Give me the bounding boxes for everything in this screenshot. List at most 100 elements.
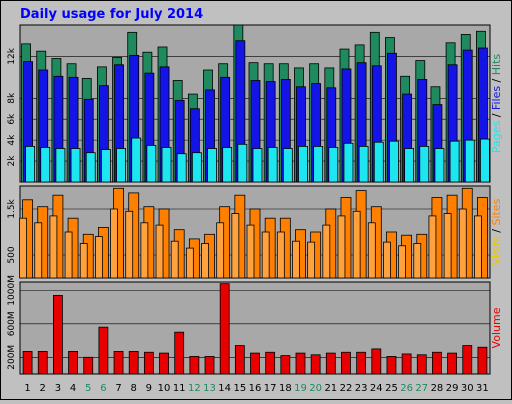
volume-bar [22,351,33,375]
sites-bar [49,215,58,279]
pages-bar [25,146,35,183]
panel-hits: 2k 4k 6k 8k 12k Pages / Files / Hits [7,24,503,183]
sites-bar [94,236,103,279]
volume-bar [295,352,306,375]
pages-bar [85,152,96,183]
volume-bar [68,351,78,375]
x-tick-label: 26 [400,383,413,394]
volume-bar [447,352,457,375]
sites-bar [170,240,179,279]
volume-bar [250,352,260,375]
x-tick-label: 15 [233,383,246,394]
pages-bar [237,143,248,183]
volume-bar [53,294,63,375]
pages-bar [373,141,384,183]
pages-bar [131,137,142,183]
x-tick-label: 24 [370,383,383,394]
volume-bar [128,351,139,375]
sites-bar [413,243,422,279]
y-tick-label: 600M [7,311,17,336]
x-tick-label: 19 [294,383,307,394]
x-tick-label: 13 [203,383,216,394]
pages-bar [176,153,187,183]
sites-bar [79,243,88,279]
pages-bar [252,148,263,183]
x-tick-label: 3 [55,383,61,394]
sites-bar [292,240,300,279]
pages-bar [222,147,233,183]
volume-bar [462,345,473,375]
sites-bar [428,215,437,279]
pages-bar [116,148,126,183]
pages-bar [419,146,430,183]
sites-bar [34,222,43,279]
x-tick-label: 16 [249,383,262,394]
axis-label-visits: Visits / Sites [490,198,503,265]
volume-bar [83,356,94,375]
sites-bar [383,241,391,279]
volume-bar [416,354,427,375]
y-tick-label: 1.5k [7,198,17,218]
pages-bar [343,142,354,183]
x-tick-label: 23 [355,383,368,394]
sites-bar [64,231,73,279]
axis-label-part: / [490,110,503,121]
x-tick-label: 11 [173,383,186,394]
volume-bar [341,351,351,375]
y-tick-label: 6k [7,113,17,125]
volume-bar [98,326,109,375]
volume-bar [159,352,169,375]
volume-bar [189,356,200,375]
sites-bar [185,247,194,279]
x-tick-label: 14 [218,383,231,394]
pages-bar [191,152,202,183]
x-tick-label: 10 [158,383,171,394]
x-tick-label: 8 [131,383,137,394]
panel-volume: 200M 600M 1000M Volume [7,275,503,375]
volume-bar [37,351,48,375]
x-tick-label: 21 [324,383,337,394]
sites-bar [125,210,134,279]
pages-bar [480,138,490,183]
x-tick-label: 17 [264,383,277,394]
pages-bar [40,147,51,183]
pages-bar [146,144,157,183]
sites-bar [261,231,270,279]
volume-bar [432,351,442,375]
sites-bar [216,222,225,279]
pages-bar [298,146,308,183]
sites-bar [155,224,164,279]
sites-bar [201,243,209,279]
pages-bar [464,139,475,183]
volume-bar [174,331,185,375]
pages-bar [313,146,324,183]
pages-bar [70,148,81,183]
pages-bar [449,140,460,183]
sites-bar [246,224,255,279]
sites-bar [337,215,346,279]
x-tick-label: 28 [431,383,444,394]
volume-bar [477,346,488,375]
pages-bar [358,146,369,183]
volume-bar [219,283,230,375]
y-tick-label: 8k [7,92,17,104]
axis-label-part: Pages [490,121,503,154]
x-tick-label: 12 [188,383,201,394]
sites-bar [398,245,407,279]
volume-bar [401,353,412,375]
x-tick-label: 18 [279,383,292,394]
x-tick-label: 4 [70,383,76,394]
pages-bar [328,147,339,183]
x-tick-label: 25 [385,383,398,394]
pages-bar [55,148,66,183]
sites-bar [352,210,361,279]
volume-bar [356,351,367,375]
axis-label-part: Visits [490,236,503,265]
x-tick-label: 29 [446,383,459,394]
volume-bar [310,354,321,375]
y-tick-label: 200M [7,345,17,370]
x-tick-label: 27 [415,383,428,394]
sites-bar [140,222,149,279]
sites-bar [443,213,452,279]
